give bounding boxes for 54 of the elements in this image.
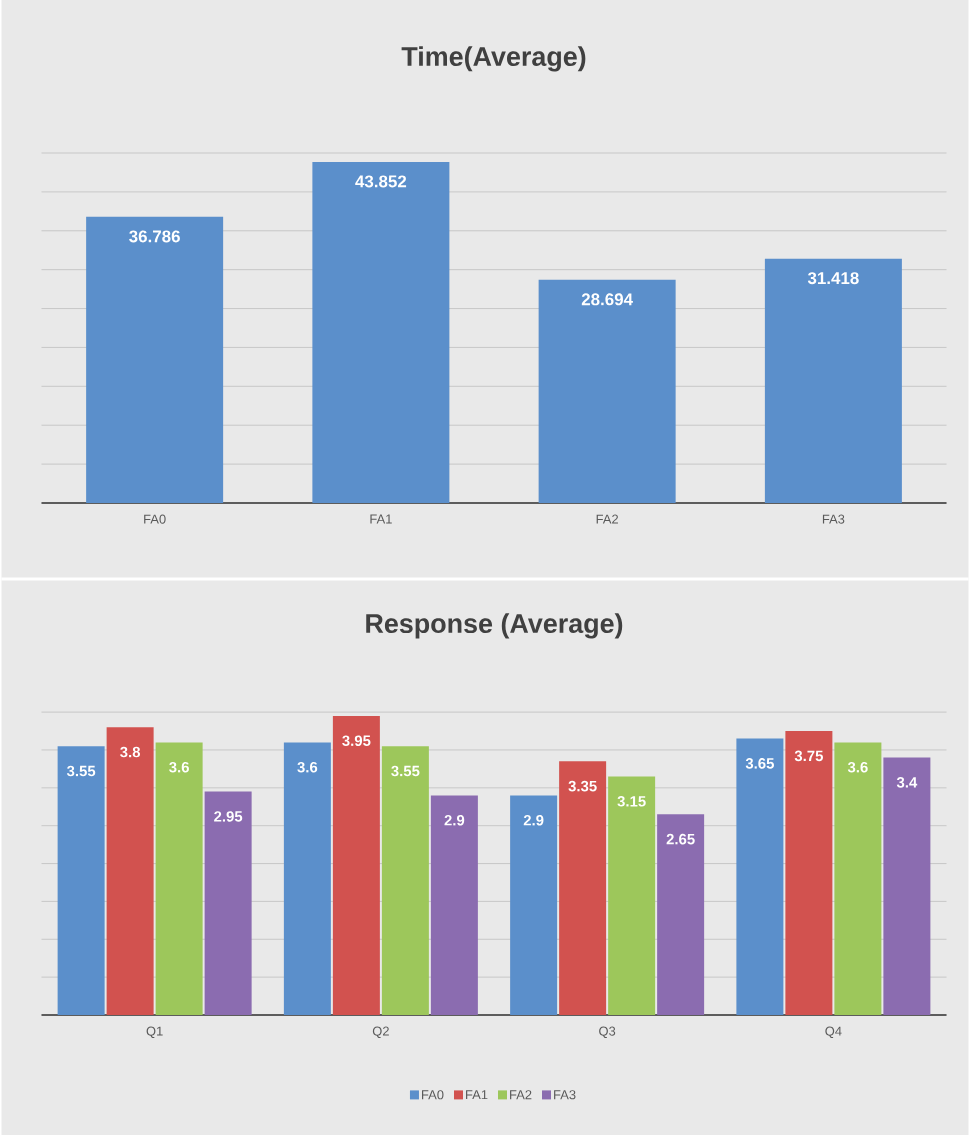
chart-title: Time(Average) [401,46,586,72]
data-label: 43.852 [355,175,407,188]
bar [86,216,224,503]
data-label: 3.55 [66,765,96,777]
bar [736,738,784,1015]
x-tick-label: Q2 [372,1026,389,1039]
bar [204,791,252,1015]
bar [559,761,607,1015]
data-label: 2.95 [214,811,243,822]
bar [764,258,902,503]
bar [332,715,380,1015]
x-tick-label: Q4 [825,1026,842,1039]
data-label: 3.8 [120,746,141,758]
x-tick-label: FA3 [822,514,845,524]
bar [834,742,882,1015]
data-label: 3.95 [342,735,371,747]
data-label: 2.65 [666,833,695,845]
data-label: 28.694 [581,293,633,306]
data-label: 3.6 [847,761,868,773]
legend-label: FA3 [554,1090,576,1100]
data-label: 3.35 [568,780,597,792]
bar [381,746,429,1015]
x-tick-label: Q1 [146,1026,163,1039]
data-label: 3.6 [169,761,189,773]
data-label: 3.15 [617,795,646,807]
bar [106,727,154,1015]
x-tick-label: FA0 [144,514,166,524]
bar [312,161,450,503]
legend-label: FA1 [466,1090,488,1100]
bar [538,279,676,503]
data-label: 31.418 [807,272,859,285]
bar [57,746,105,1015]
bar [883,757,931,1015]
bar [430,795,478,1015]
bar [155,742,203,1015]
data-label: 3.75 [794,750,823,762]
data-label: 36.786 [129,230,180,243]
bar [608,776,656,1015]
legend-label: FA0 [422,1090,444,1100]
bar [510,795,558,1015]
data-label: 3.55 [391,765,420,777]
legend-label: FA2 [510,1090,532,1100]
data-label: 3.6 [297,761,318,773]
bar [283,742,331,1015]
data-label: 2.9 [523,814,544,826]
x-tick-label: FA2 [596,514,618,524]
data-label: 3.65 [745,758,774,769]
data-label: 2.9 [444,814,465,826]
chart-title: Response (Average) [366,613,623,639]
bar [785,731,833,1015]
data-label: 3.4 [896,777,918,788]
x-tick-label: FA1 [370,514,392,524]
bar [657,814,705,1015]
x-tick-label: Q3 [599,1026,616,1039]
